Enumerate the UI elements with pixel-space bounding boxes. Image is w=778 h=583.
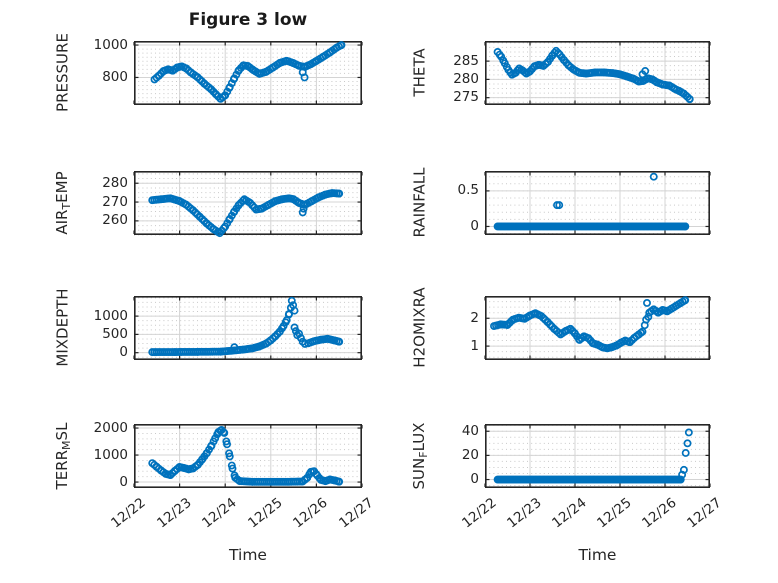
xtick-label-12-27: 12/27 [336,494,377,532]
ytick-label-rainfall: 0.5 [457,182,479,199]
subplot-terr-msl [133,424,363,489]
ytick-label-theta: 280 [453,70,479,87]
ylabel-segment: LUX [410,422,428,452]
xtick-label-12-26: 12/26 [290,494,332,532]
ytick-label-terr_msl: 1000 [93,446,128,463]
ylabel-segment: PRESSURE [53,33,72,112]
xtick-label-12-26: 12/26 [639,494,680,532]
ytick-label-terr_msl: 2000 [93,419,128,436]
ylabel-segment: THETA [410,48,429,97]
ytick-label-sun_flux: 20 [461,446,479,463]
ytick-label-theta: 285 [453,52,479,69]
ylabel-segment: F [417,451,430,458]
ylabel-segment: TERR [53,449,71,490]
x-axis-label-left: Time [229,546,267,564]
markers-theta [493,46,694,104]
xtick-label-12-25: 12/25 [244,494,286,532]
ytick-label-theta: 275 [453,89,479,106]
figure-title: Figure 3 low [188,10,308,30]
ytick-label-mixdepth: 500 [102,325,128,342]
ylabel-terr_msl: TERRMSL [53,366,73,546]
markers-rainfall [493,172,690,231]
ytick-label-mixdepth: 0 [119,344,128,361]
ylabel-sun_flux: SUNFLUX [410,366,430,546]
ytick-label-air_temp: 280 [102,174,128,191]
ytick-label-air_temp: 260 [102,212,128,229]
markers-h2omixra [490,296,690,353]
xtick-label-12-24: 12/24 [549,494,590,532]
markers-mixdepth [148,296,344,357]
subplot-sun-flux [484,424,711,489]
subplot-air-temp [133,171,363,238]
x-axis-label-right: Time [578,546,617,564]
ylabel-segment: MIXDEPTH [53,288,72,367]
ytick-label-h2omixra: 2 [470,309,479,326]
xtick-label-12-22: 12/22 [108,494,149,532]
ytick-label-h2omixra: 1 [470,337,479,354]
ytick-label-terr_msl: 0 [119,473,128,490]
ytick-label-sun_flux: 0 [470,471,479,488]
ylabel-segment: T [60,202,73,210]
ytick-label-sun_flux: 40 [461,422,479,439]
ylabel-segment: M [60,440,73,450]
ylabel-segment: H2OMIXRA [410,287,429,368]
markers-terr_msl [148,425,344,486]
markers-sun_flux [493,428,693,484]
subplot-mixdepth [133,296,363,361]
xtick-label-12-22: 12/22 [459,494,500,532]
markers-air_temp [148,189,344,238]
subplot-theta [484,41,711,106]
subplot-pressure [133,41,363,106]
ylabel-segment: EMP [53,171,71,203]
ytick-label-air_temp: 270 [102,193,128,210]
ylabel-segment: RAINFALL [410,167,429,238]
subplot-rainfall [484,171,711,236]
ylabel-segment: SL [53,422,71,441]
subplot-h2omixra [484,296,711,361]
xtick-label-12-23: 12/23 [153,494,195,532]
ytick-label-mixdepth: 1000 [93,307,128,324]
xtick-label-12-25: 12/25 [594,494,635,532]
ytick-label-pressure: 1000 [93,36,128,53]
ylabel-segment: AIR [53,209,71,235]
xtick-label-12-23: 12/23 [504,494,545,532]
xtick-label-12-24: 12/24 [199,494,240,532]
ylabel-segment: SUN [410,457,428,490]
ytick-label-pressure: 800 [102,68,128,85]
xtick-label-12-27: 12/27 [684,494,725,532]
markers-pressure [150,41,346,103]
ytick-label-rainfall: 0 [470,217,479,234]
